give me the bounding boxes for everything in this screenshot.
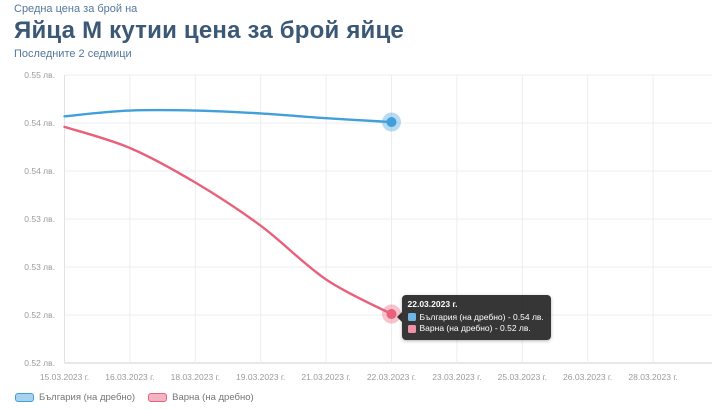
x-axis-tick-label: 19.03.2023 г. <box>236 372 285 382</box>
legend-item-bulgaria[interactable]: България (на дребно) <box>15 392 135 403</box>
series-point-0[interactable] <box>386 117 397 128</box>
x-axis-tick-label: 23.03.2023 г. <box>432 372 481 382</box>
x-axis-tick-label: 28.03.2023 г. <box>628 372 677 382</box>
x-axis-tick-label: 26.03.2023 г. <box>563 372 612 382</box>
y-axis-tick-label: 0.55 лв. <box>24 70 55 80</box>
y-axis-tick-label: 0.53 лв. <box>24 214 55 224</box>
chart-kicker: Средна цена за брой на <box>14 3 138 15</box>
x-axis-tick-label: 15.03.2023 г. <box>40 372 89 382</box>
x-axis-tick-label: 25.03.2023 г. <box>498 372 547 382</box>
y-axis-tick-label: 0.52 лв. <box>24 310 55 320</box>
legend-item-varna[interactable]: Варна (на дребно) <box>148 392 254 403</box>
x-axis-tick-label: 22.03.2023 г. <box>367 372 416 382</box>
y-axis-tick-label: 0.52 лв. <box>24 358 55 368</box>
tooltip-row-varna: Варна (на дребно) - 0.52 лв. <box>407 323 544 335</box>
legend-swatch-varna-icon <box>148 393 168 402</box>
y-axis-tick-label: 0.54 лв. <box>24 118 55 128</box>
chart-subtitle: Последните 2 седмици <box>14 48 132 60</box>
series-line-1 <box>63 125 393 316</box>
page-title: Яйца М кутии цена за брой яйце <box>14 17 404 44</box>
legend-label-varna: Варна (на дребно) <box>172 392 254 403</box>
x-axis-tick-label: 21.03.2023 г. <box>301 372 350 382</box>
tooltip-swatch-varna-icon <box>407 324 416 333</box>
legend-swatch-bulgaria-icon <box>15 393 34 402</box>
tooltip-value-varna: Варна (на дребно) - 0.52 лв. <box>419 323 531 334</box>
chart-tooltip: 22.03.2023 г. България (на дребно) - 0.5… <box>396 295 551 340</box>
legend-label-bulgaria: България (на дребно) <box>39 392 136 403</box>
y-axis-tick-label: 0.54 лв. <box>24 166 55 176</box>
x-axis-tick-label: 16.03.2023 г. <box>105 372 154 382</box>
x-axis-tick-label: 18.03.2023 г. <box>171 372 220 382</box>
tooltip-arrow-icon <box>396 312 402 323</box>
tooltip-swatch-bulgaria-icon <box>407 313 416 322</box>
series-point-1[interactable] <box>386 309 397 320</box>
chart-header: Средна цена за брой на Яйца М кутии цена… <box>14 3 404 60</box>
chart-legend: България (на дребно) Варна (на дребно) <box>15 392 254 403</box>
series-line-0 <box>63 108 393 124</box>
y-axis-tick-label: 0.53 лв. <box>24 262 55 272</box>
tooltip-value-bulgaria: България (на дребно) - 0.54 лв. <box>419 311 544 322</box>
tooltip-row-bulgaria: България (на дребно) - 0.54 лв. <box>407 311 544 324</box>
tooltip-title: 22.03.2023 г. <box>407 299 458 310</box>
